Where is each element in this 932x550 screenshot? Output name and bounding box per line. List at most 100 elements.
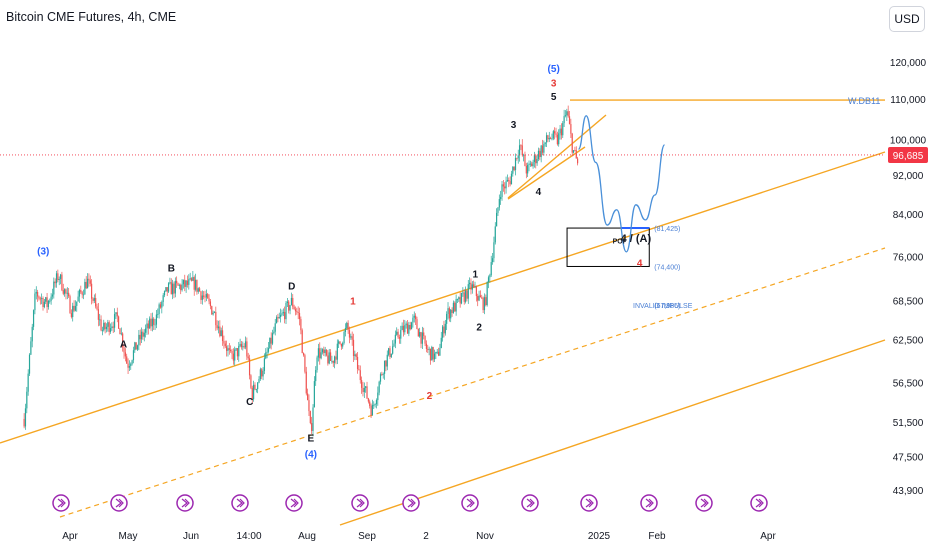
candle <box>458 296 460 302</box>
candle-body <box>286 301 288 303</box>
candle <box>224 340 226 349</box>
candle-body <box>65 289 67 294</box>
candle <box>76 301 78 312</box>
candle-body <box>108 322 110 332</box>
candle <box>285 301 287 324</box>
candle <box>479 290 482 298</box>
candle <box>536 155 538 166</box>
candle-body <box>531 163 533 167</box>
candle <box>312 404 314 437</box>
candle-body <box>423 332 425 336</box>
candle <box>85 276 87 290</box>
candle-body <box>255 389 257 390</box>
candle-body <box>232 353 234 361</box>
candle <box>485 294 487 307</box>
candle <box>77 290 79 302</box>
candle <box>518 139 521 162</box>
candle-body <box>278 317 280 319</box>
candle <box>89 275 91 287</box>
event-marker-icon <box>110 494 128 512</box>
candle-body <box>298 313 301 320</box>
candle <box>535 153 537 169</box>
candle <box>447 302 449 320</box>
candle <box>340 343 342 350</box>
candle <box>234 346 236 366</box>
candle <box>420 331 422 349</box>
candle <box>547 134 549 143</box>
candle-body <box>347 322 349 331</box>
candle-body <box>343 331 345 344</box>
candle-body <box>354 354 356 357</box>
y-tick-label: 51,500 <box>893 418 924 429</box>
candle-body <box>54 281 56 284</box>
candle <box>178 283 180 290</box>
channel-upper-line <box>0 151 886 444</box>
candle <box>324 346 326 357</box>
candle-body <box>78 290 81 297</box>
candle-body <box>107 322 109 327</box>
candle-body <box>404 325 406 333</box>
candle-body <box>543 143 545 153</box>
candle-body <box>196 279 198 292</box>
candle <box>385 360 387 372</box>
candle-body <box>482 297 484 311</box>
candle <box>568 111 571 125</box>
candle <box>211 305 213 315</box>
candle-body <box>369 401 371 407</box>
candle-body <box>324 349 326 354</box>
candle-body <box>490 262 492 276</box>
candle-body <box>432 347 434 360</box>
candle-body <box>389 348 391 358</box>
event-marker-icon <box>640 494 658 512</box>
candle-body <box>140 331 143 340</box>
candle <box>111 322 113 331</box>
candle-body <box>194 279 197 290</box>
candle-body <box>74 305 77 311</box>
currency-button[interactable]: USD <box>889 6 925 32</box>
candle-body <box>392 346 394 354</box>
wave-label: C <box>246 397 253 408</box>
candle-body <box>370 406 372 416</box>
candle-body <box>197 288 199 292</box>
candle <box>53 277 55 299</box>
candle <box>31 323 33 348</box>
x-tick-label: Jun <box>183 531 199 542</box>
candle-body <box>473 284 475 287</box>
candle-body <box>398 337 401 339</box>
candle <box>86 273 89 289</box>
candle-body <box>235 348 237 350</box>
y-tick-label: 92,000 <box>893 171 924 182</box>
candle-body <box>124 352 126 357</box>
candle-body <box>243 346 245 348</box>
candle-body <box>258 378 260 383</box>
candle-body <box>459 297 461 304</box>
candle <box>556 131 558 146</box>
candle-body <box>205 294 207 298</box>
candle <box>39 296 41 305</box>
candle <box>494 222 496 245</box>
candle <box>68 288 70 298</box>
y-tick-label: 110,000 <box>890 95 926 106</box>
candle-body <box>413 315 415 318</box>
candle <box>169 277 171 285</box>
candle <box>551 133 553 141</box>
candle-body <box>50 296 52 301</box>
candle <box>254 382 256 391</box>
candle <box>375 398 378 409</box>
candle <box>244 336 247 350</box>
candle-body <box>282 312 284 314</box>
candle-body <box>406 323 409 334</box>
candle <box>80 285 82 294</box>
candle-body <box>217 326 220 329</box>
candle-body <box>397 331 399 338</box>
candle <box>508 177 510 188</box>
candle-body <box>228 348 230 350</box>
event-marker-chevrons <box>57 498 66 508</box>
candle-body <box>155 314 158 325</box>
candle <box>339 341 341 345</box>
candle <box>456 298 459 304</box>
candle-body <box>375 400 378 405</box>
candle-body <box>265 352 267 359</box>
candle <box>351 331 353 346</box>
